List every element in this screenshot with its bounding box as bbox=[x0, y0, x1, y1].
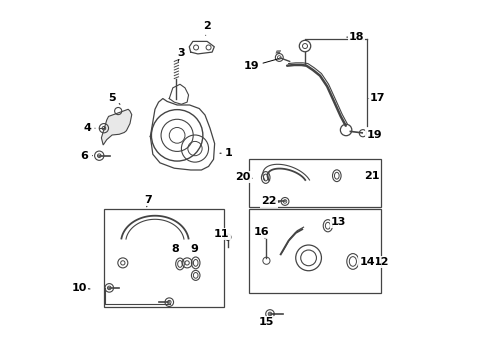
Text: 22: 22 bbox=[262, 197, 279, 206]
Bar bbox=[248, 208, 381, 293]
Text: 6: 6 bbox=[81, 151, 93, 161]
Text: 14: 14 bbox=[359, 257, 375, 267]
Text: 19: 19 bbox=[367, 130, 382, 140]
Text: 11: 11 bbox=[214, 229, 229, 241]
Text: 12: 12 bbox=[369, 257, 389, 267]
Text: 8: 8 bbox=[172, 244, 179, 253]
Text: 13: 13 bbox=[331, 217, 346, 227]
Bar bbox=[248, 158, 381, 207]
Text: 20: 20 bbox=[236, 172, 252, 182]
Text: 2: 2 bbox=[203, 21, 211, 35]
Text: 1: 1 bbox=[220, 148, 233, 158]
Text: 5: 5 bbox=[108, 93, 120, 104]
Text: 3: 3 bbox=[177, 48, 185, 62]
Text: 16: 16 bbox=[254, 227, 269, 238]
Text: 18: 18 bbox=[347, 32, 364, 42]
Text: 10: 10 bbox=[72, 283, 90, 293]
Text: 17: 17 bbox=[369, 93, 386, 103]
Text: 7: 7 bbox=[144, 195, 152, 207]
Bar bbox=[104, 208, 223, 307]
Text: 4: 4 bbox=[83, 123, 95, 133]
Text: 21: 21 bbox=[364, 171, 379, 181]
Text: 9: 9 bbox=[190, 244, 198, 253]
Polygon shape bbox=[101, 109, 132, 145]
Text: 19: 19 bbox=[244, 59, 279, 71]
Text: 15: 15 bbox=[259, 314, 274, 327]
